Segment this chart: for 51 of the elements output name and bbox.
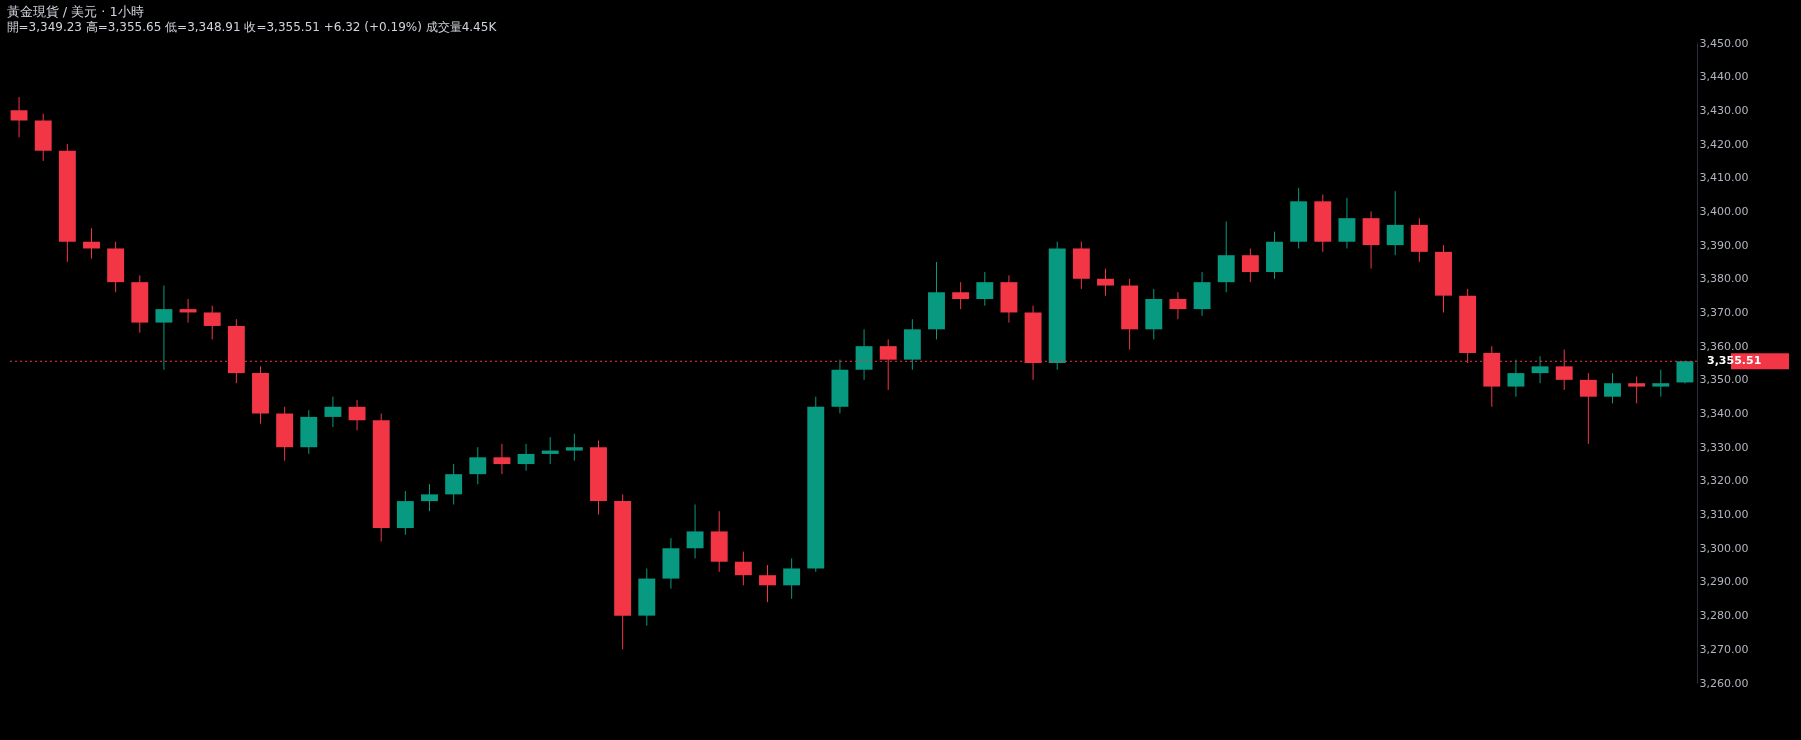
y-tick-label: 3,420.00 xyxy=(1699,137,1749,151)
y-tick-label: 3,270.00 xyxy=(1699,642,1749,656)
candlestick xyxy=(517,443,535,472)
y-tick-label: 3,410.00 xyxy=(1699,171,1749,185)
candlestick xyxy=(348,399,366,431)
candlestick xyxy=(469,446,487,485)
y-tick-label: 3,310.00 xyxy=(1699,508,1749,522)
text: 開=3,349.23 高=3,355.65 低=3,348.91 收=3,355.51 +6.32 (+0.19%) 成交量4.45K xyxy=(6,20,498,34)
candlestick xyxy=(10,96,28,138)
y-tick-label: 3,440.00 xyxy=(1699,70,1749,84)
candlestick xyxy=(1579,372,1597,445)
candlestick xyxy=(1386,190,1404,256)
y-tick-label: 3,290.00 xyxy=(1699,575,1749,589)
y-tick-label: 3,330.00 xyxy=(1699,440,1749,454)
candlestick xyxy=(686,503,704,559)
candlestick xyxy=(421,483,438,512)
candlestick xyxy=(203,305,221,340)
y-tick-label: 3,280.00 xyxy=(1699,609,1749,623)
candlestick xyxy=(1169,291,1187,320)
candlestick xyxy=(1097,268,1114,297)
y-tick-label: 3,360.00 xyxy=(1699,339,1749,353)
candlestick xyxy=(1652,369,1670,398)
candlestick xyxy=(445,463,463,505)
candlestick xyxy=(1507,359,1525,398)
candlestick xyxy=(952,281,970,310)
y-tick-label: 3,260.00 xyxy=(1699,676,1749,690)
candlestick xyxy=(1338,197,1356,249)
candlestick xyxy=(783,557,801,600)
candlestick xyxy=(1604,372,1621,404)
candlestick xyxy=(1241,247,1259,283)
candlestick xyxy=(155,285,173,371)
y-tick-label: 3,380.00 xyxy=(1699,272,1749,286)
candlestick xyxy=(565,433,583,462)
candlestick xyxy=(855,328,873,381)
y-tick-label: 3,370.00 xyxy=(1699,305,1749,319)
chart-title: 黃金現貨 / 美元 · 1小時 xyxy=(6,4,144,19)
y-tick-label: 3,320.00 xyxy=(1699,474,1749,488)
y-tick-label: 3,430.00 xyxy=(1699,103,1749,117)
y-tick-label: 3,390.00 xyxy=(1699,238,1749,252)
y-tick-label: 3,340.00 xyxy=(1699,407,1749,421)
y-tick-label: 3,350.00 xyxy=(1699,373,1749,387)
candlestick xyxy=(1531,355,1549,384)
y-tick-label: 3,400.00 xyxy=(1699,204,1749,218)
candlestick xyxy=(976,271,994,307)
y-tick-label: 3,450.00 xyxy=(1699,36,1749,50)
y-tick-label: 3,300.00 xyxy=(1699,541,1749,555)
candlestick xyxy=(1628,375,1646,404)
candlestick xyxy=(493,443,511,475)
candlestick xyxy=(734,551,752,586)
candlestick xyxy=(324,396,342,428)
candlestick xyxy=(759,564,776,603)
